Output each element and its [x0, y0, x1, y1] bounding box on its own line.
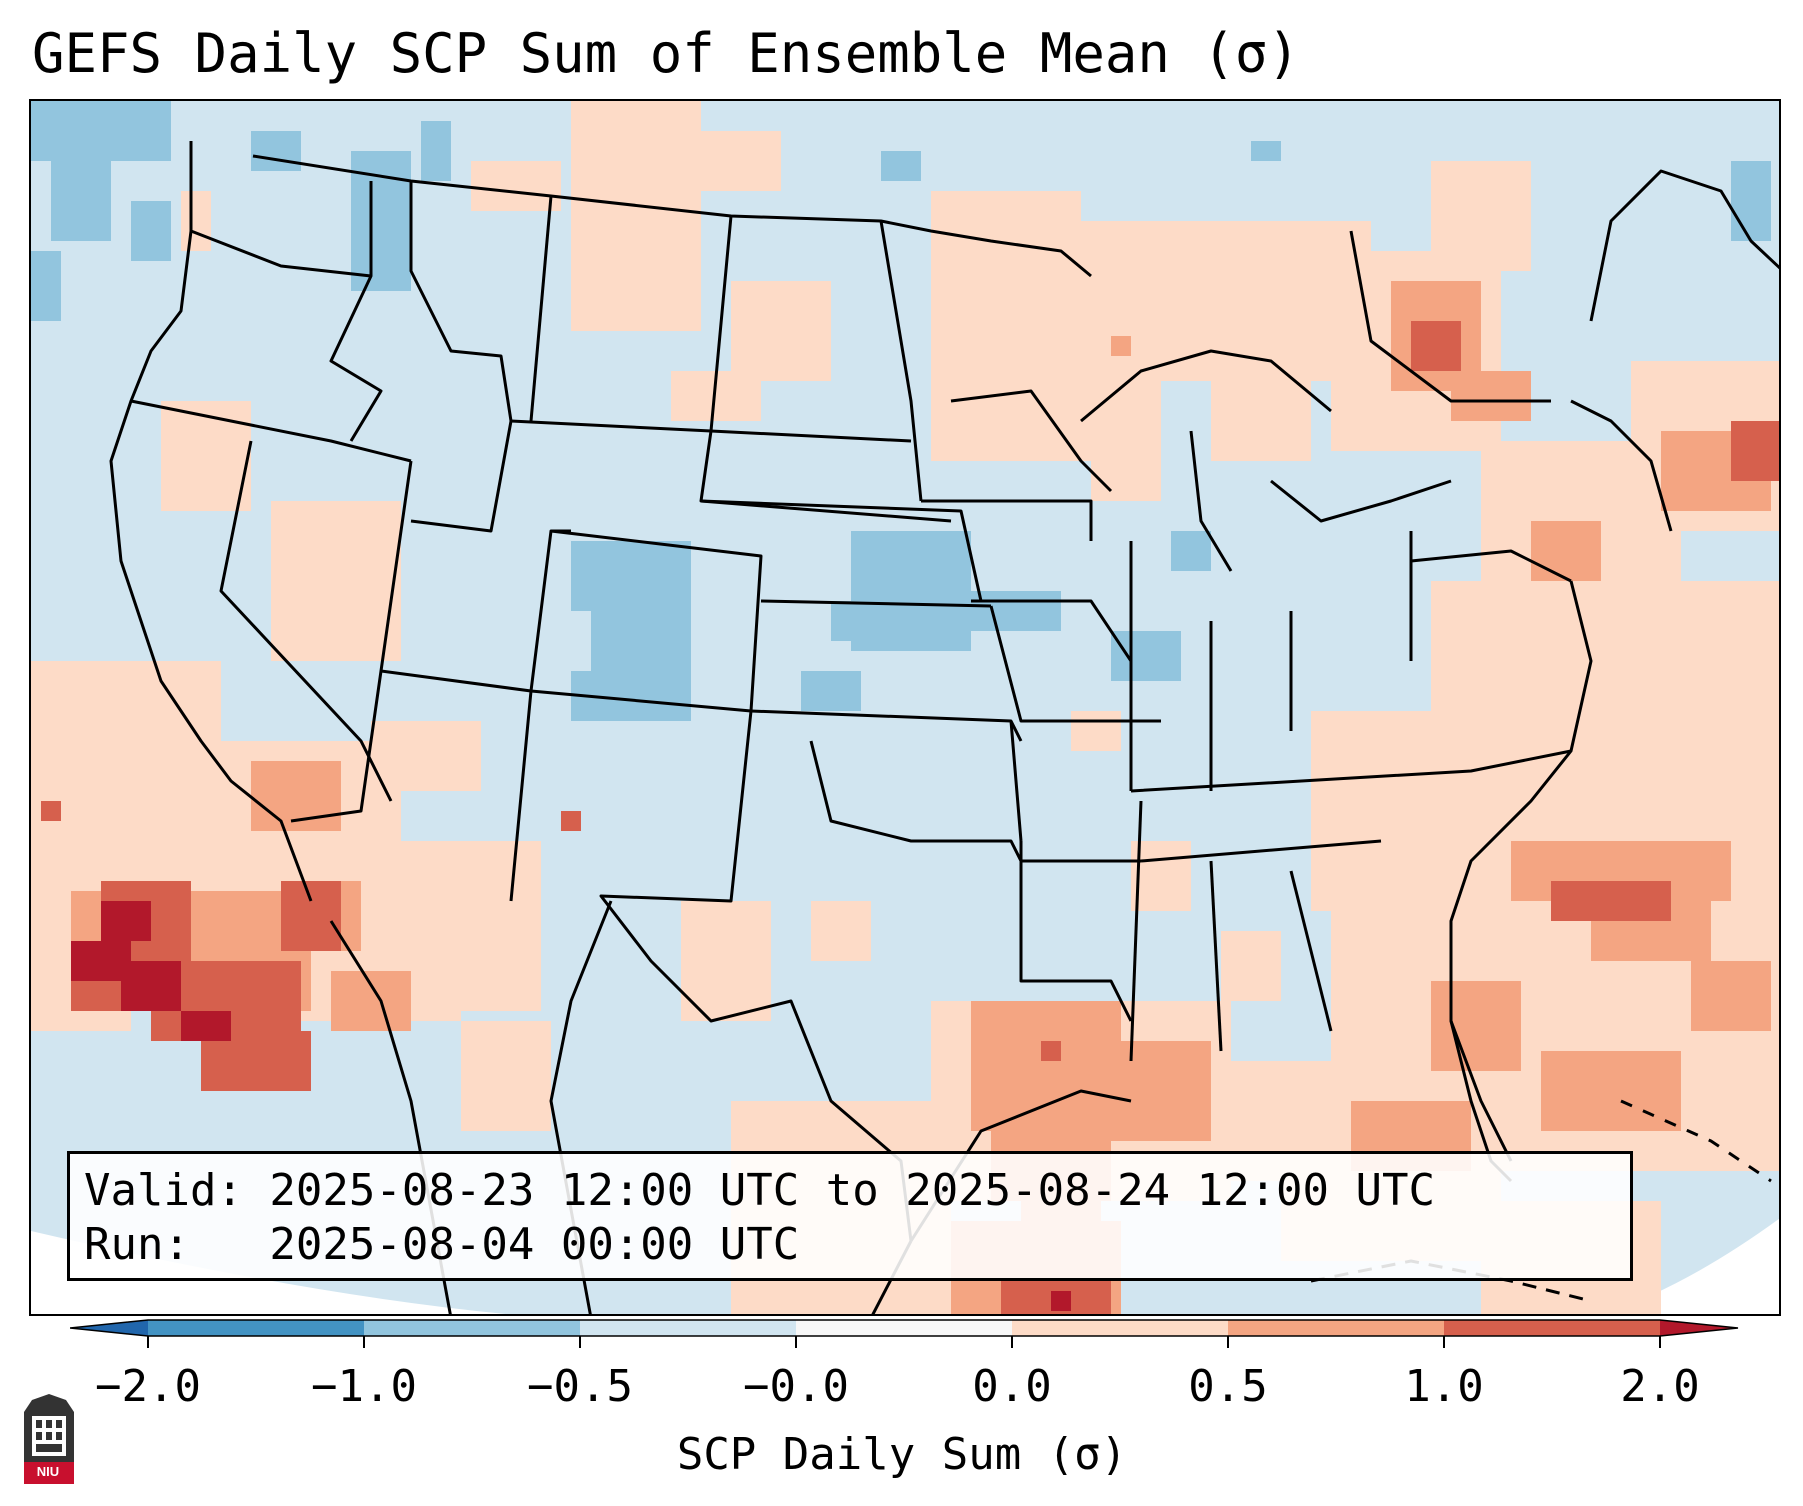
projection-edge-right — [1603, 1218, 1779, 1314]
colorbar-tick-label: −0.0 — [743, 1361, 849, 1412]
colorbar-bin — [1012, 1320, 1228, 1336]
anomaly-positive-extreme — [71, 901, 1071, 1311]
colorbar-ticks — [147, 1336, 1661, 1348]
colorbar-bin — [364, 1320, 580, 1336]
colorbar-bin — [148, 1320, 364, 1336]
colorbar — [70, 1319, 1739, 1348]
map-panel — [29, 99, 1781, 1316]
logo-text: NIU — [36, 1464, 60, 1479]
projection-edge-left — [31, 1231, 506, 1314]
colorbar-tick-label: −0.5 — [527, 1361, 633, 1412]
colorbar-tick-label: 0.0 — [972, 1361, 1052, 1412]
colorbar-bin — [1444, 1320, 1660, 1336]
colorbar-extend-high — [1660, 1320, 1738, 1336]
valid-time-text: Valid: 2025-08-23 12:00 UTC to 2025-08-2… — [84, 1165, 1436, 1216]
colorbar-tick-label: −1.0 — [311, 1361, 417, 1412]
colorbar-label: SCP Daily Sum (σ) — [676, 1429, 1128, 1480]
valid-run-info-box: Valid: 2025-08-23 12:00 UTC to 2025-08-2… — [67, 1151, 1633, 1281]
colorbar-tick-label: 1.0 — [1404, 1361, 1484, 1412]
colorbar-tick-label: 2.0 — [1620, 1361, 1700, 1412]
map-canvas — [31, 101, 1779, 1314]
colorbar-bin — [580, 1320, 796, 1336]
colorbar-tick-label: 0.5 — [1188, 1361, 1268, 1412]
colorbar-bin — [796, 1320, 1012, 1336]
chart-title: GEFS Daily SCP Sum of Ensemble Mean (σ) — [32, 22, 1300, 85]
colorbar-tick-label: −2.0 — [95, 1361, 201, 1412]
colorbar-extend-low — [70, 1320, 148, 1336]
run-time-text: Run: 2025-08-04 00:00 UTC — [84, 1219, 800, 1270]
colorbar-bin — [1228, 1320, 1444, 1336]
niu-logo-icon — [24, 1394, 74, 1484]
